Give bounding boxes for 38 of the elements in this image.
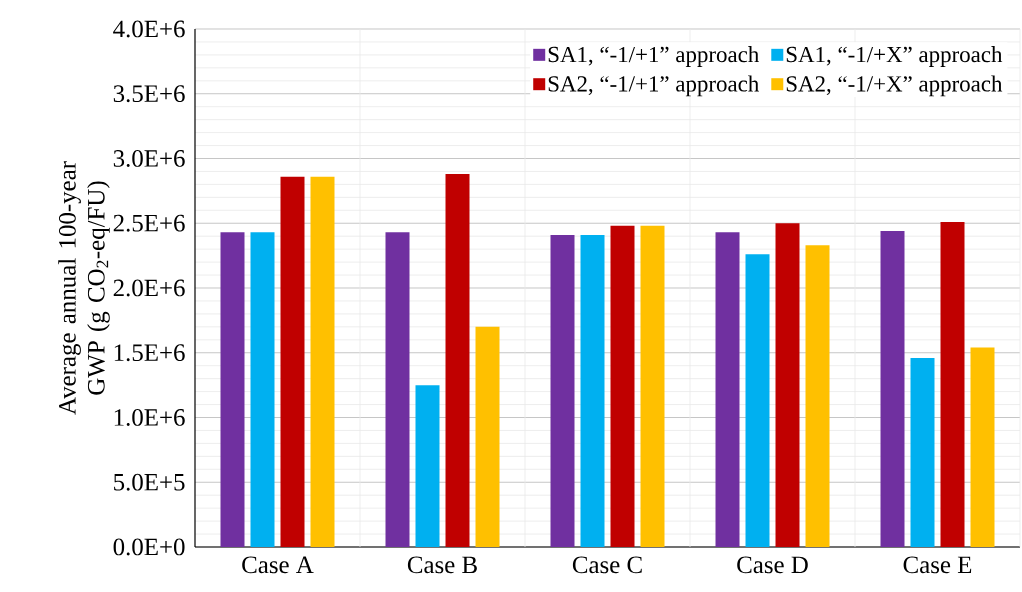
y-tick-label: 2.5E+6 (113, 214, 185, 232)
bar (805, 245, 830, 547)
x-tick-label: Case E (903, 556, 972, 574)
bar (280, 176, 305, 547)
legend-label: SA2, “-1/+X” approach (786, 75, 1003, 97)
bar (715, 232, 740, 547)
x-tick-label: Case D (737, 556, 808, 574)
bar (940, 221, 965, 547)
bar (415, 385, 440, 547)
bar (745, 254, 770, 547)
bar (550, 234, 575, 547)
y-tick-label: 0.0E+0 (113, 538, 185, 556)
y-tick-label: 3.5E+6 (113, 85, 185, 103)
bar (445, 174, 470, 547)
bar (310, 176, 335, 547)
legend-label: SA1, “-1/+1” approach (548, 46, 759, 67)
bar (385, 232, 410, 547)
y-tick-label: 2.0E+6 (113, 279, 185, 297)
x-tick-label: Case A (242, 556, 314, 574)
bar (610, 225, 635, 547)
bar (775, 223, 800, 547)
bar (220, 232, 245, 547)
x-tick-label: Case B (407, 556, 477, 574)
bar (250, 232, 275, 547)
bar (580, 234, 605, 547)
bar (970, 347, 995, 547)
y-tick-label: 3.0E+6 (113, 150, 185, 167)
bar (880, 231, 905, 547)
bar (910, 357, 935, 547)
bar (475, 326, 500, 547)
y-tick-label: 1.0E+6 (114, 409, 185, 426)
x-tick-label: Case C (572, 556, 642, 574)
y-tick-label: 5.0E+5 (114, 473, 185, 491)
y-tick-label: 1.5E+6 (114, 344, 185, 362)
bar (640, 225, 665, 547)
y-tick-label: 4.0E+6 (113, 20, 185, 38)
legend-label: SA2, “-1/+1” approach (548, 75, 759, 97)
legend-label: SA1, “-1/+X” approach (786, 46, 1003, 67)
